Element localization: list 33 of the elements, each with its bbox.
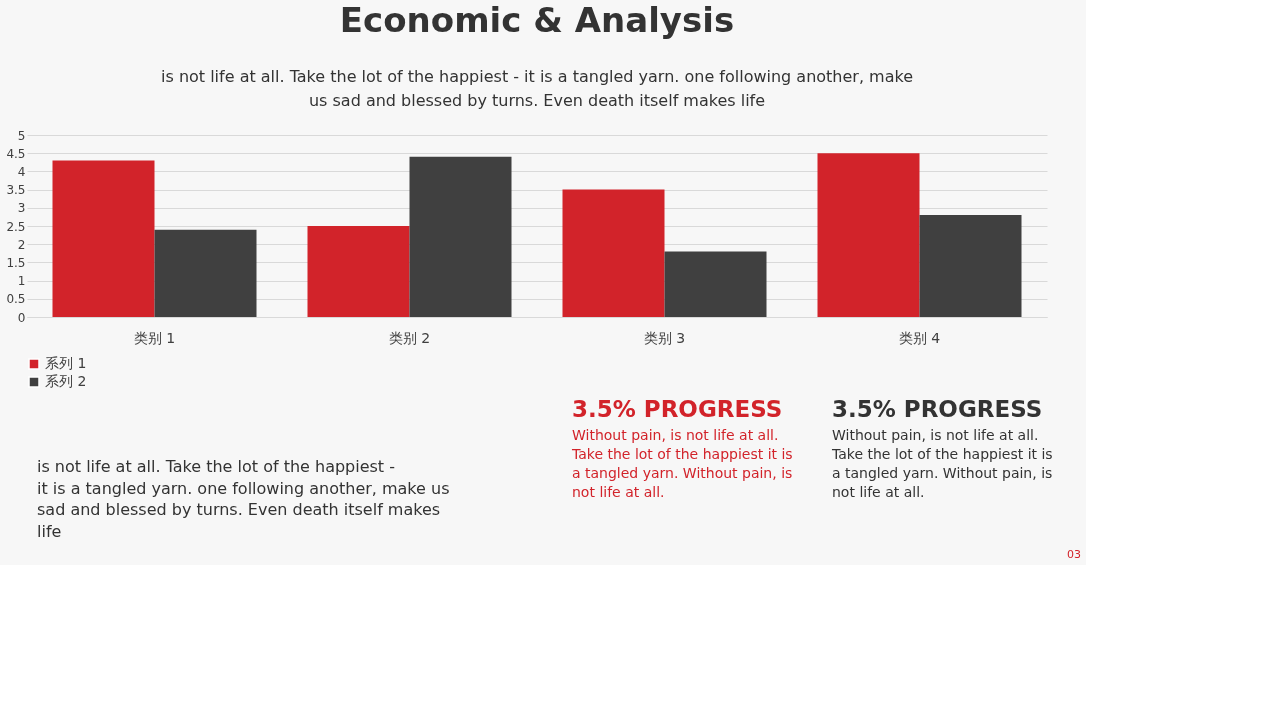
bar	[664, 251, 767, 317]
text: is not life at all. Take the lot of the happiest - it is a tangled yarn. one following another, make us sad and blessed by turns. Even death itself makes life	[37, 457, 450, 541]
y-tick-label: 5	[17, 128, 26, 143]
x-tick-label: 类别 3	[643, 329, 686, 346]
y-tick-label: 2	[17, 237, 26, 252]
y-tick-label: 3	[17, 201, 26, 216]
bar	[154, 229, 257, 317]
text: 3.5% PROGRESS	[572, 396, 783, 422]
bar	[409, 156, 512, 317]
text: Without pain, is not life at all. Take the lot of the happiest it is a tangled yarn. Without pain, is not life at all.	[571, 427, 793, 500]
legend-label: 系列 1	[45, 355, 87, 371]
x-tick-label: 类别 4	[898, 329, 941, 346]
bar	[562, 189, 665, 317]
bar	[817, 153, 920, 317]
y-tick-label: 3.5	[6, 183, 26, 198]
y-tick-label: 0.5	[6, 292, 26, 307]
x-tick-label: 类别 1	[133, 329, 176, 346]
chart-title: Economic & Analysis	[339, 0, 735, 40]
y-tick-label: 4	[17, 164, 26, 179]
y-tick-label: 2.5	[6, 219, 26, 234]
y-tick-label: 1	[17, 274, 26, 289]
text: 03	[1067, 548, 1081, 561]
chart-subtitle: is not life at all. Take the lot of the happiest - it is a tangled yarn. one following another, make us sad and blessed by turns. Even death itself makes life	[161, 67, 913, 110]
bar	[307, 226, 410, 317]
y-tick-label: 4.5	[6, 146, 26, 161]
bar	[919, 215, 1022, 317]
y-tick-label: 0	[17, 310, 26, 325]
x-tick-label: 类别 2	[388, 329, 431, 346]
bar	[52, 160, 155, 317]
y-tick-label: 1.5	[6, 255, 26, 270]
text: 3.5% PROGRESS	[832, 396, 1043, 422]
legend-label: 系列 2	[45, 373, 87, 389]
text: Without pain, is not life at all. Take the lot of the happiest it is a tangled yarn. Without pain, is not life at all.	[831, 427, 1053, 500]
